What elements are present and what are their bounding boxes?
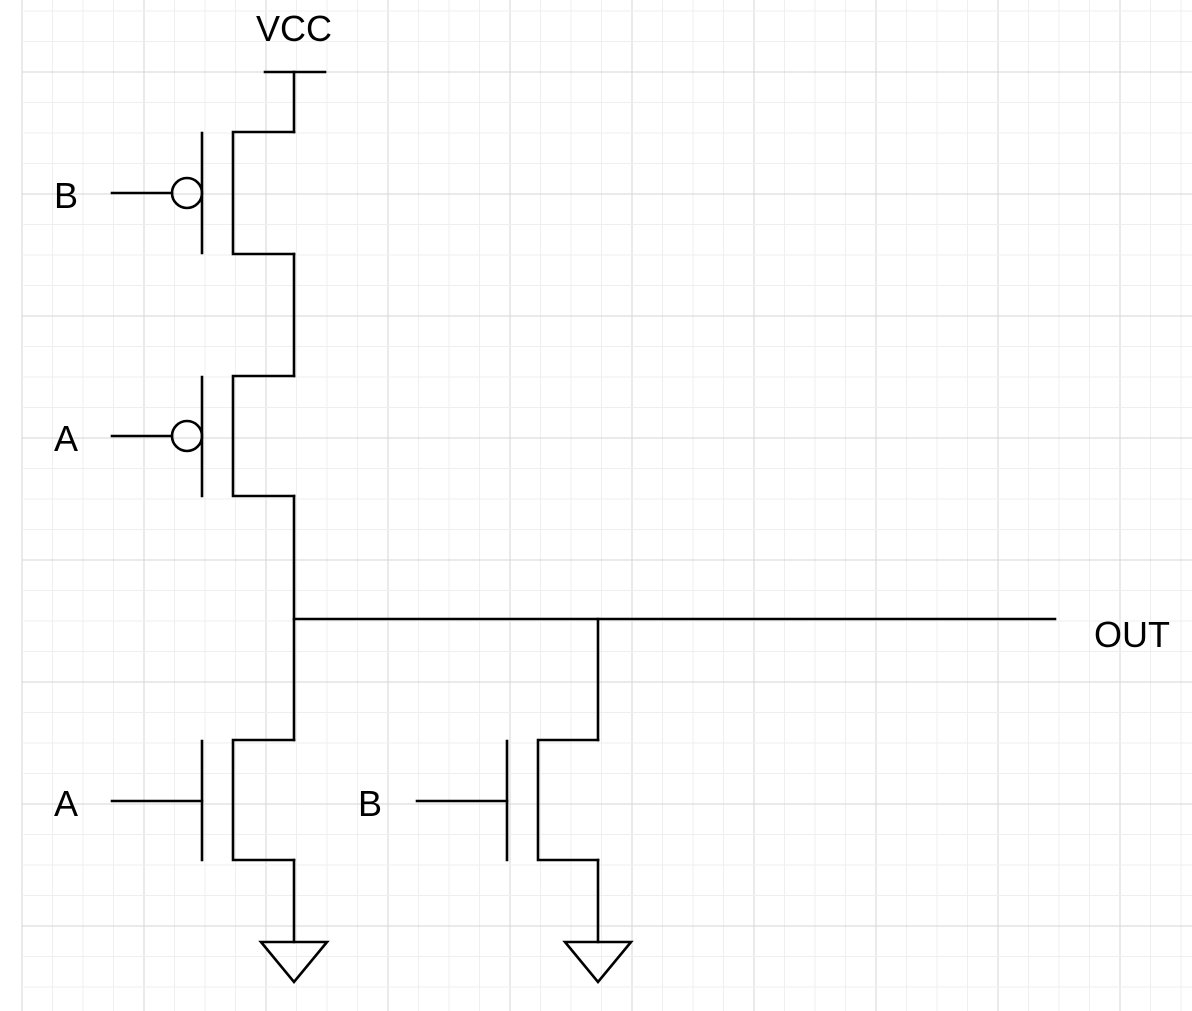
output-node — [292, 494, 1057, 742]
inversion-bubble — [170, 176, 204, 210]
pmos-bottom-gate-label: A — [54, 418, 78, 459]
nmos-transistor-a — [110, 738, 330, 985]
pmos-transistor-b — [110, 130, 296, 256]
ground-symbol — [258, 940, 330, 985]
vcc-label: VCC — [256, 8, 332, 49]
inversion-bubble — [170, 419, 204, 453]
nmos-right-gate-label: B — [358, 783, 382, 824]
vcc-rail — [263, 70, 327, 134]
nmos-transistor-b — [415, 738, 634, 985]
channel — [231, 374, 296, 498]
channel — [231, 738, 296, 862]
nmos-left-gate-label: A — [54, 783, 78, 824]
ground-symbol — [562, 940, 634, 985]
output-label: OUT — [1094, 614, 1170, 655]
channel — [231, 130, 296, 256]
channel — [536, 738, 600, 862]
pmos-top-gate-label: B — [54, 175, 78, 216]
background-grid — [21, 0, 1192, 1011]
pmos-transistor-a — [110, 374, 296, 498]
